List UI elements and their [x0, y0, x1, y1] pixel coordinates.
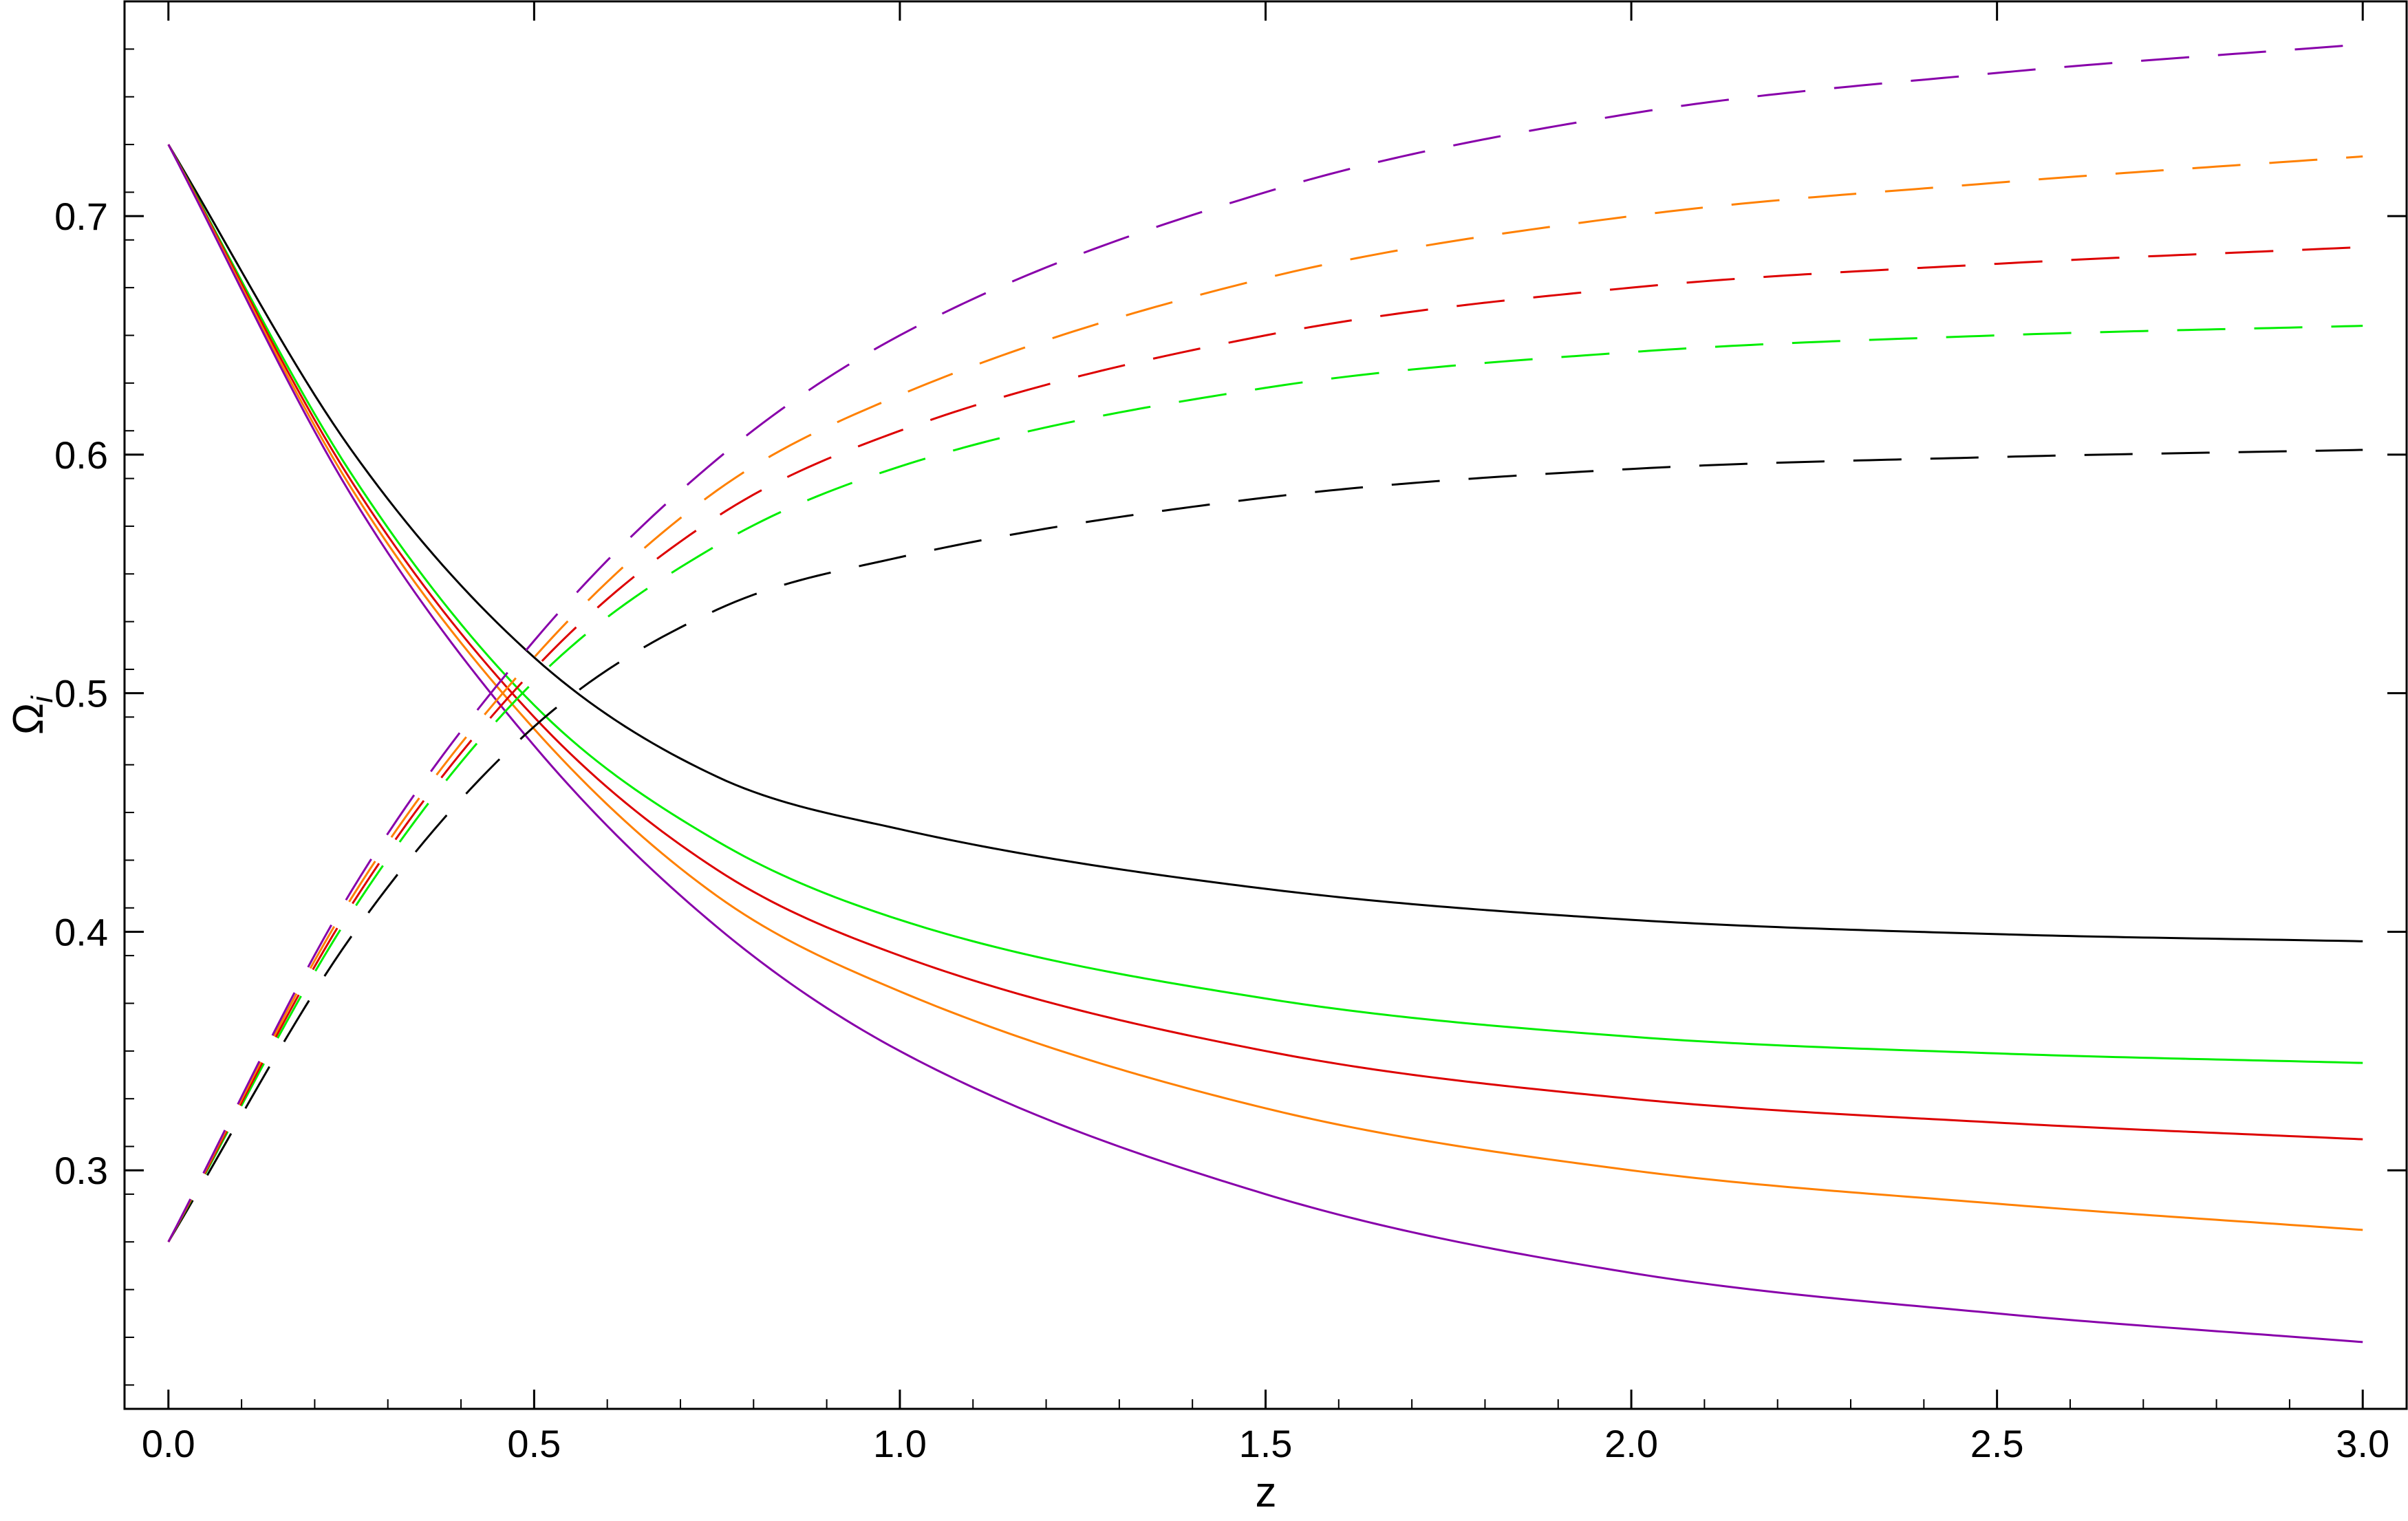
- series-line-dashed-5: [167, 43, 2363, 1242]
- y-axis-ticks: 0.3 0.4 0.5 0.6 0.7: [54, 48, 2407, 1386]
- x-axis-ticks: 0.0 0.5 1.0 1.5 2.0 2.5 3.0: [142, 1, 2389, 1465]
- series-line-dashed-2: [167, 325, 2363, 1242]
- plot-frame: [123, 0, 2408, 1410]
- x-tick-label: 2.5: [1970, 1422, 2024, 1465]
- y-tick-label: 0.5: [54, 672, 108, 715]
- series-line-dashed-3: [167, 246, 2363, 1242]
- series-line-solid-4: [167, 144, 2363, 1231]
- series-line-solid-1: [167, 144, 2363, 942]
- x-tick-label: 0.0: [142, 1422, 195, 1465]
- y-tick-label: 0.4: [54, 910, 108, 953]
- x-tick-label: 1.0: [873, 1422, 927, 1465]
- x-tick-label: 3.0: [2336, 1422, 2389, 1465]
- y-tick-label: 0.3: [54, 1149, 108, 1192]
- y-axis-title-subscript: i: [25, 695, 59, 703]
- y-tick-label: 0.6: [54, 433, 108, 477]
- series-line-dashed-1: [167, 449, 2363, 1243]
- x-tick-label: 2.0: [1604, 1422, 1658, 1465]
- x-axis-title: z: [1256, 1469, 1277, 1516]
- series-line-dashed-4: [167, 155, 2363, 1242]
- y-axis-title: Ωi: [5, 695, 59, 735]
- y-tick-label: 0.7: [54, 195, 108, 238]
- series-line-solid-5: [167, 144, 2363, 1344]
- x-tick-label: 0.5: [507, 1422, 561, 1465]
- series-line-solid-2: [167, 144, 2363, 1064]
- series-layer: [167, 43, 2363, 1344]
- x-tick-label: 1.5: [1239, 1422, 1293, 1465]
- series-line-solid-3: [167, 144, 2363, 1141]
- y-axis-title-main: Ω: [5, 703, 52, 735]
